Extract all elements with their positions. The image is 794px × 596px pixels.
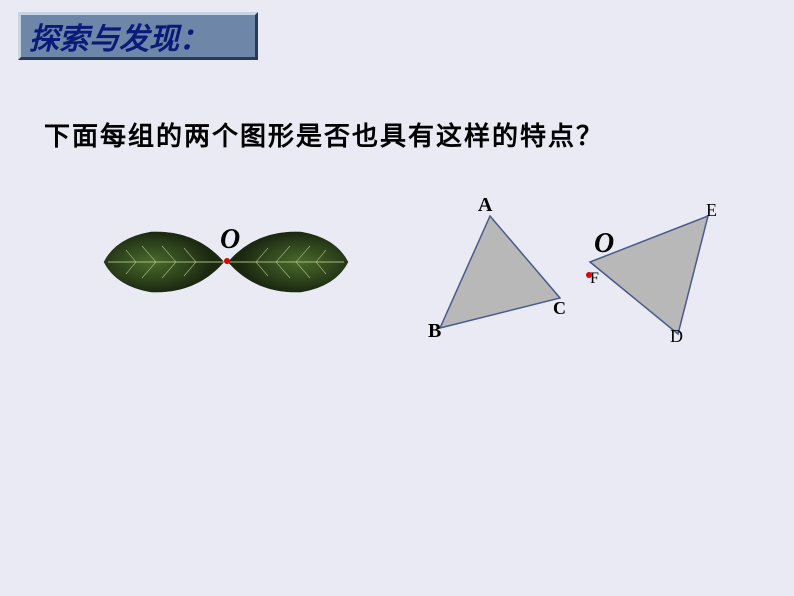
title-box: 探索与发现： <box>18 12 258 60</box>
vertex-label-c: C <box>553 298 566 319</box>
title-text: 探索与发现： <box>29 14 209 58</box>
vertex-label-b: B <box>428 320 441 343</box>
triangle-figure <box>430 198 730 368</box>
leaf-center-label: O <box>220 224 240 256</box>
question-text: 下面每组的两个图形是否也具有这样的特点？ <box>44 116 604 153</box>
triangle-center-label: O <box>594 228 614 260</box>
triangle-abc <box>440 216 560 328</box>
leaf-center-dot <box>224 258 230 264</box>
vertex-label-d: D <box>670 326 683 347</box>
triangle-center-dot <box>586 272 592 278</box>
vertex-label-a: A <box>478 194 492 217</box>
vertex-label-e: E <box>706 200 717 221</box>
